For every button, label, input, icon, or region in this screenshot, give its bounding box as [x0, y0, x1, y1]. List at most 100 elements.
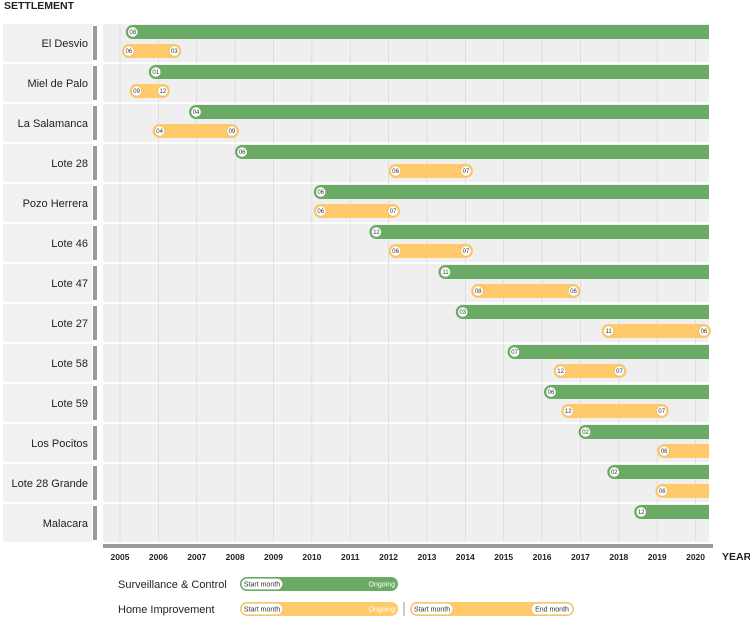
year-tick-label: 2012 [379, 552, 398, 562]
row-label-tab [93, 26, 97, 60]
surveillance-bar [148, 65, 709, 79]
settlement-label: Lote 59 [51, 398, 88, 410]
home-improvement-bar [388, 164, 474, 178]
start-month-label: 04 [193, 110, 200, 116]
end-month-marker [156, 84, 170, 98]
year-tick-label: 2010 [302, 552, 321, 562]
settlement-label: Los Pocitos [31, 438, 88, 450]
start-month-label: 12 [557, 369, 564, 375]
end-month-label: 03 [171, 49, 178, 55]
row-label-bg [3, 464, 92, 502]
surveillance-bar [455, 305, 709, 319]
year-tick-label: 2019 [648, 552, 667, 562]
start-month-marker [130, 84, 143, 98]
end-month-label: 07 [390, 209, 397, 215]
end-month-marker [459, 164, 473, 178]
surveillance-bar [578, 425, 709, 439]
row-label-tab [93, 426, 97, 460]
settlement-label: Malacara [43, 518, 89, 530]
end-month-label: 07 [463, 249, 470, 255]
row-label-bg [3, 304, 92, 342]
row-label-tab [93, 266, 97, 300]
start-month-marker [579, 425, 592, 439]
home-improvement-bar [471, 284, 581, 298]
surveillance-bar [607, 465, 709, 479]
start-month-label: 06 [126, 49, 133, 55]
surveillance-bar [369, 225, 709, 239]
settlement-label: Pozo Herrera [23, 198, 89, 210]
start-month-label: 06 [392, 249, 399, 255]
home-improvement-bar [657, 444, 709, 458]
start-month-marker [189, 105, 203, 119]
home-improvement-bar [655, 484, 709, 498]
settlement-label: Lote 28 Grande [12, 478, 88, 490]
start-month-marker [389, 164, 402, 178]
end-month-label: 07 [616, 369, 623, 375]
end-month-marker [386, 204, 400, 218]
start-month-label: 03 [459, 310, 466, 316]
row-label-tab [93, 306, 97, 340]
row-label-bg [3, 64, 92, 102]
start-month-label: 09 [133, 89, 140, 95]
start-month-label: 02 [582, 430, 589, 436]
row-label-bg [3, 144, 92, 182]
row-label-tab [93, 106, 97, 140]
start-month-marker [634, 505, 648, 519]
end-month-label: 06 [570, 289, 577, 295]
start-month-label: 06 [239, 150, 246, 156]
start-month-label: 01 [152, 70, 159, 76]
start-month-label: 02 [611, 470, 618, 476]
start-month-marker [439, 265, 452, 279]
start-month-label: 06 [317, 209, 324, 215]
start-month-label: 11 [605, 329, 612, 335]
start-month-marker [656, 484, 669, 498]
start-month-label: 06 [548, 390, 555, 396]
start-month-label: 06 [659, 489, 666, 495]
row-label-bg [3, 104, 92, 142]
row-axis-title: SETTLEMENT [4, 0, 75, 12]
row-label-tab [93, 346, 97, 380]
home-improvement-bar [313, 204, 401, 218]
start-month-marker [657, 444, 671, 458]
row-label-bg [3, 264, 92, 302]
start-month-label: 08 [129, 30, 136, 36]
start-month-marker [314, 185, 327, 199]
row-label-bg [3, 224, 92, 262]
settlement-label: Lote 28 [51, 158, 88, 170]
start-month-marker [370, 225, 383, 239]
year-tick-label: 2009 [264, 552, 283, 562]
end-month-label: 07 [463, 169, 470, 175]
end-month-label: 06 [701, 329, 708, 335]
settlement-label: Lote 47 [51, 278, 88, 290]
start-month-label: 12 [638, 510, 645, 516]
end-month-marker [567, 284, 580, 298]
home-improvement-bar [121, 44, 182, 58]
surveillance-bar [438, 265, 709, 279]
surveillance-bar [125, 25, 709, 39]
home-improvement-bar [553, 364, 627, 378]
year-tick-label: 2015 [494, 552, 513, 562]
start-month-marker [471, 284, 485, 298]
end-month-marker [168, 44, 181, 58]
year-tick-label: 2008 [226, 552, 245, 562]
row-label-bg [3, 504, 92, 542]
year-tick-label: 2011 [341, 552, 360, 562]
start-month-label: 11 [442, 270, 449, 276]
surveillance-bar [189, 105, 709, 119]
start-month-label: 04 [156, 129, 163, 135]
home-improvement-bar [388, 244, 474, 258]
start-month-marker [122, 44, 136, 58]
row-label-tab [93, 506, 97, 540]
year-tick-label: 2016 [533, 552, 552, 562]
start-month-marker [608, 465, 621, 479]
x-axis [103, 544, 713, 548]
row-label-tab [93, 66, 97, 100]
settlement-label: Lote 46 [51, 238, 88, 250]
surveillance-bar [544, 385, 709, 399]
row-label-tab [93, 186, 97, 220]
year-tick-label: 2014 [456, 552, 475, 562]
row-label-bg [3, 184, 92, 222]
row-label-tab [93, 146, 97, 180]
settlement-label: El Desvio [42, 38, 88, 50]
end-month-label: 09 [229, 129, 236, 135]
